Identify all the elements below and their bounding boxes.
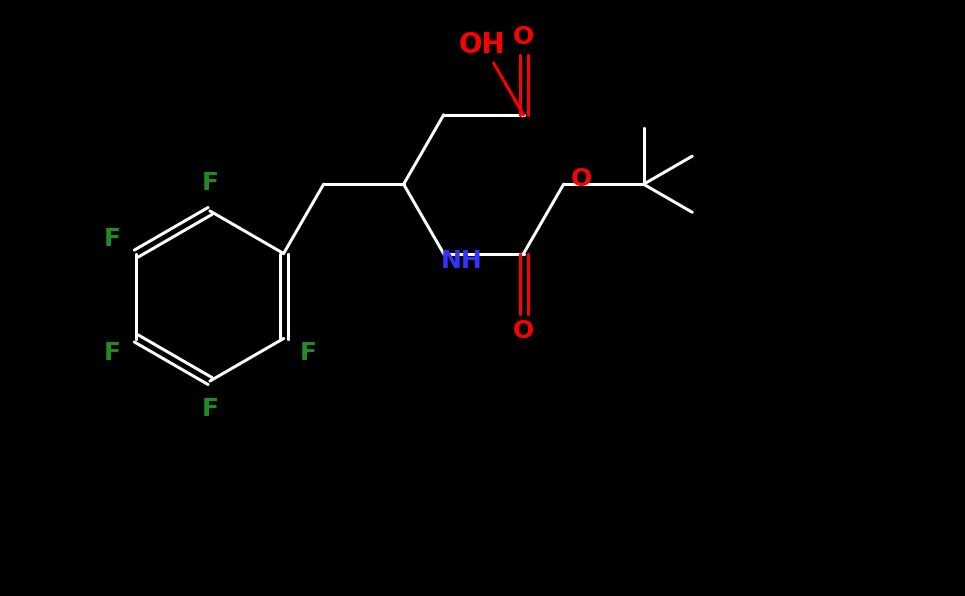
Text: F: F	[103, 228, 121, 252]
Text: OH: OH	[458, 31, 505, 59]
Text: O: O	[571, 167, 593, 191]
Text: F: F	[299, 340, 317, 365]
Text: F: F	[202, 171, 218, 195]
Text: NH: NH	[441, 250, 482, 274]
Text: O: O	[513, 25, 535, 49]
Text: F: F	[202, 397, 218, 421]
Text: F: F	[103, 340, 121, 365]
Text: O: O	[513, 319, 535, 343]
